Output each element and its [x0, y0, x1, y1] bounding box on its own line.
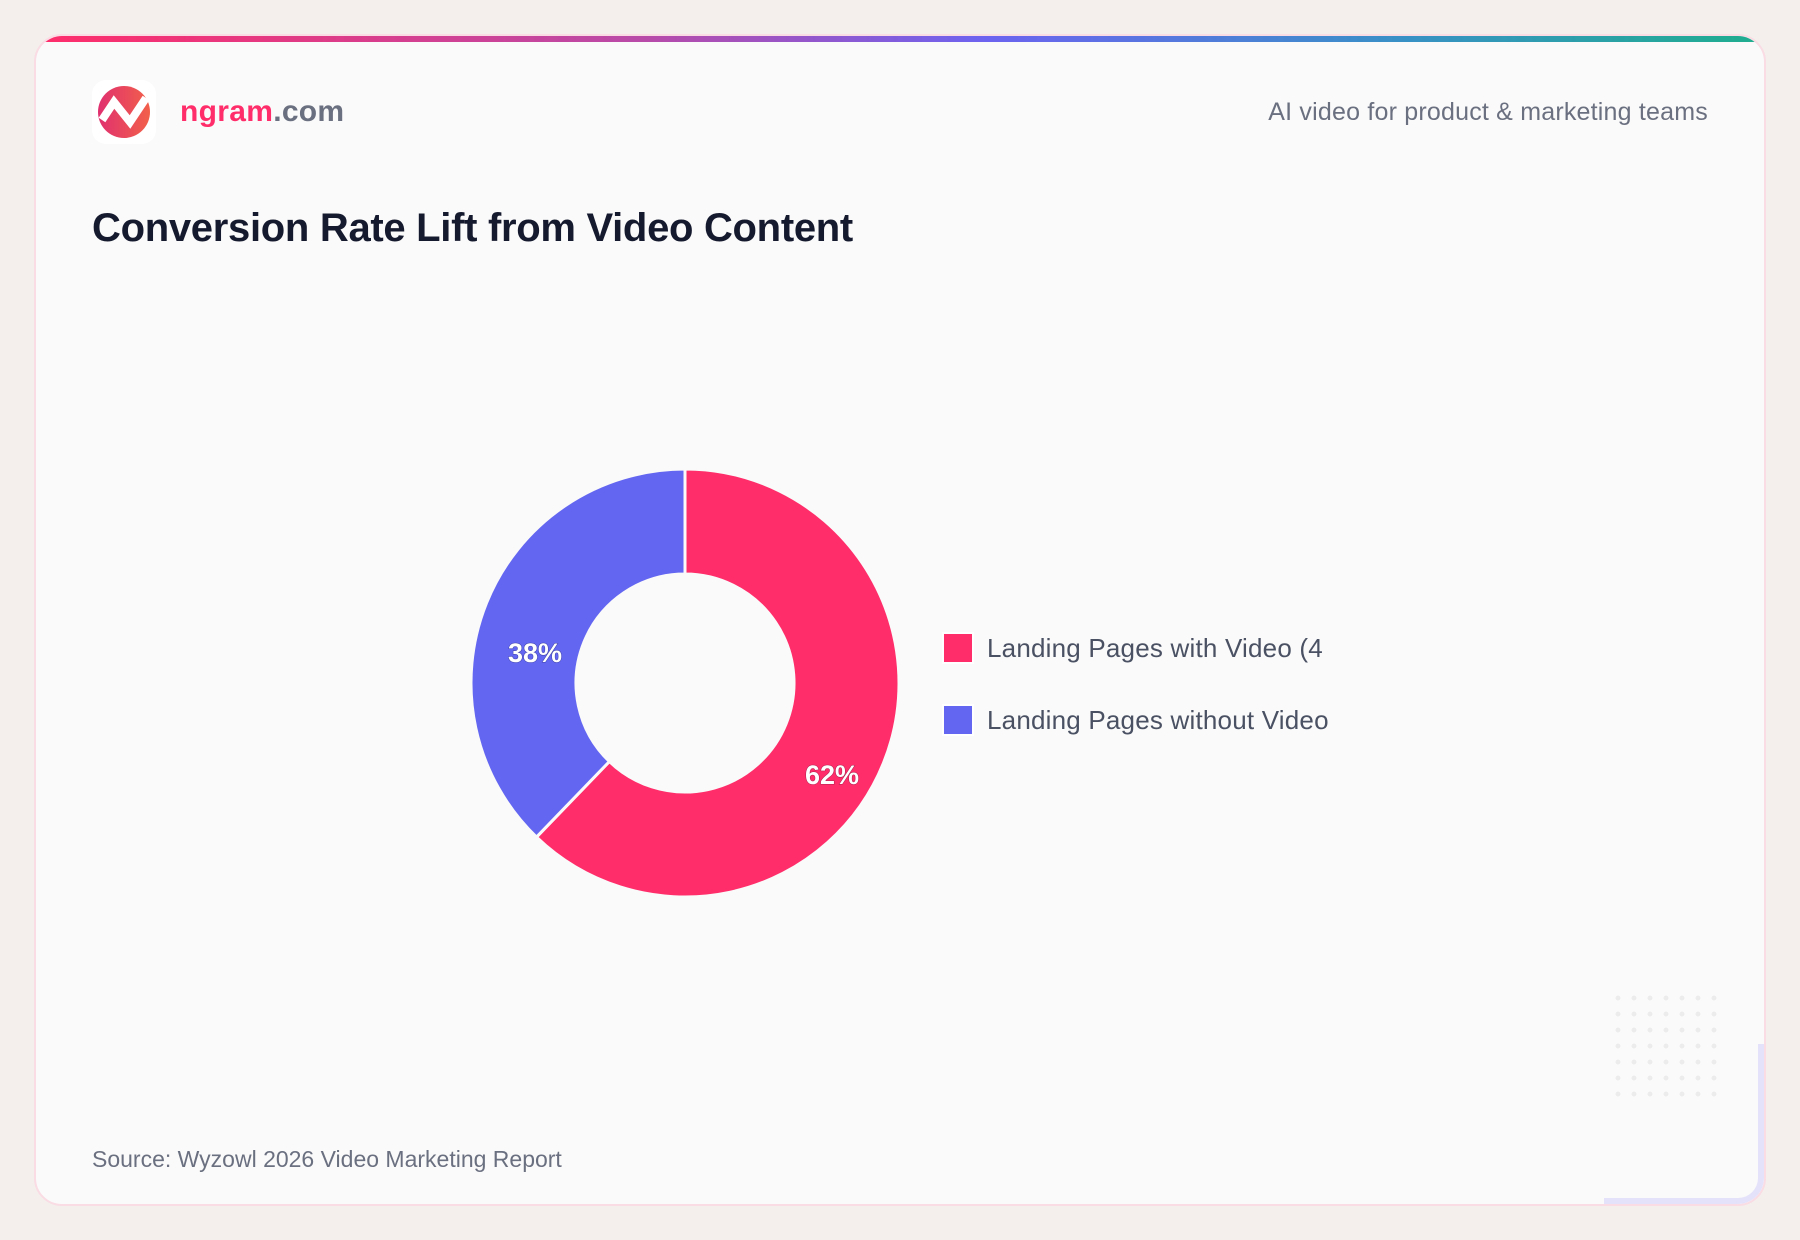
dot-grid-decoration [1610, 990, 1726, 1106]
header: ngram.com AI video for product & marketi… [92, 80, 1708, 144]
brand-name[interactable]: ngram.com [180, 95, 344, 129]
legend-label: Landing Pages with Video (4 [987, 632, 1323, 663]
chart-title: Conversion Rate Lift from Video Content [92, 206, 853, 250]
legend-swatch-pink [942, 632, 974, 664]
donut-chart: 62% 38% [469, 467, 901, 899]
donut-slice-with-video[interactable] [534, 467, 901, 899]
slice-label-with-video: 62% [805, 760, 859, 790]
ngram-logo-icon[interactable] [92, 80, 156, 144]
legend-label: Landing Pages without Video [987, 704, 1329, 735]
brand-name-text: ngram [180, 95, 274, 128]
donut-slice-without-video[interactable] [469, 467, 687, 840]
brand-tld: .com [273, 95, 345, 128]
gradient-accent-bar [36, 36, 1764, 42]
legend-swatch-indigo [942, 704, 974, 736]
legend-item-without-video[interactable]: Landing Pages without Video [942, 700, 1342, 740]
source-note: Source: Wyzowl 2026 Video Marketing Repo… [92, 1146, 562, 1172]
slice-label-without-video: 38% [508, 638, 562, 668]
chart-legend: Landing Pages with Video (4 Landing Page… [942, 628, 1342, 772]
tagline: AI video for product & marketing teams [1268, 98, 1708, 126]
corner-accent [1604, 1044, 1764, 1204]
legend-item-with-video[interactable]: Landing Pages with Video (4 [942, 628, 1342, 668]
chart-card: ngram.com AI video for product & marketi… [34, 34, 1766, 1206]
